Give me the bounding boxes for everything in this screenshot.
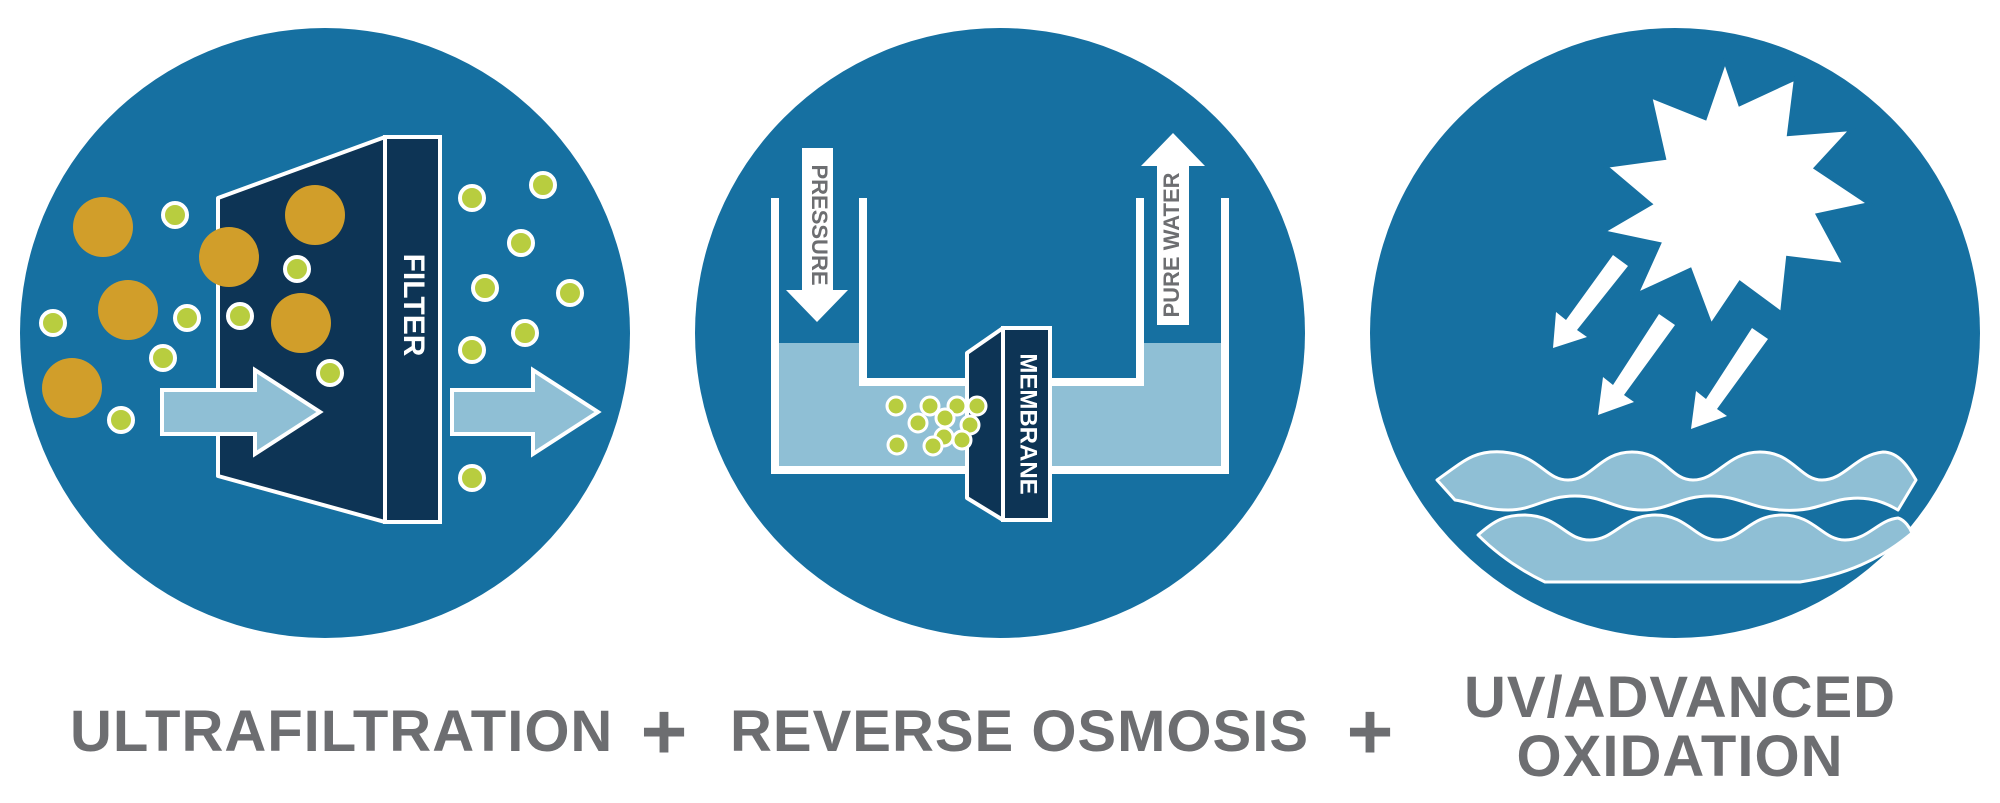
green-particle (885, 395, 907, 417)
ultrafiltration-caption: ULTRAFILTRATION (70, 699, 614, 764)
green-particle (951, 429, 973, 451)
pure-water-label: PURE WATER (1159, 172, 1184, 317)
green-particle (556, 279, 584, 307)
ultrafiltration-panel: FILTER (20, 28, 630, 638)
filter-bar (383, 135, 442, 524)
wave-bottom (1476, 513, 1914, 584)
green-particle (511, 319, 539, 347)
uv-ray-arrow (1598, 314, 1675, 415)
brown-particle (199, 227, 259, 287)
uv-oxidation-caption: UV/ADVANCED OXIDATION (1440, 668, 1920, 786)
pressure-label: PRESSURE (807, 164, 832, 285)
green-particle (39, 309, 67, 337)
green-particle (316, 359, 344, 387)
green-particle (922, 435, 944, 457)
uv-oxidation-caption-line: OXIDATION (1516, 724, 1844, 790)
reverse-osmosis-caption: REVERSE OSMOSIS (730, 699, 1310, 764)
flow-arrow-left (160, 366, 324, 458)
filter-label: FILTER (397, 254, 430, 357)
green-particle (149, 344, 177, 372)
green-particle (458, 464, 486, 492)
green-particle (226, 302, 254, 330)
plus-sign: + (1346, 687, 1394, 776)
green-particle (946, 395, 968, 417)
green-particles-right (458, 171, 584, 492)
green-particle (107, 406, 135, 434)
wave-top (1435, 450, 1918, 512)
sun-icon (1596, 53, 1876, 331)
uv-rays (1553, 255, 1768, 429)
brown-particle (73, 197, 133, 257)
brown-particle (285, 185, 345, 245)
flow-arrow-right (450, 366, 602, 458)
green-particle (966, 395, 988, 417)
green-particle (161, 201, 189, 229)
pure-water-arrow: PURE WATER (1141, 133, 1205, 325)
uv-oxidation-caption-line: UV/ADVANCED (1463, 665, 1897, 730)
plus-sign: + (640, 687, 688, 776)
green-particle (458, 336, 486, 364)
reverse-osmosis-panel: PRESSURE PURE WATER MEMBRANE (695, 28, 1305, 638)
green-particle (458, 184, 486, 212)
brown-particle (98, 280, 158, 340)
green-particle (907, 412, 929, 434)
green-particle (934, 407, 956, 429)
brown-particle (271, 293, 331, 353)
uv-ray-arrow (1553, 255, 1628, 348)
membrane-label: MEMBRANE (1015, 353, 1042, 494)
pressure-arrow: PRESSURE (786, 148, 848, 322)
green-particle (507, 229, 535, 257)
uv-oxidation-panel (1370, 28, 1980, 638)
green-particle (283, 255, 311, 283)
uv-ray-arrow (1691, 328, 1768, 429)
pure-water-arrow-shape (1141, 133, 1205, 325)
green-particles-left (39, 201, 344, 434)
green-particle (471, 274, 499, 302)
brown-particle (42, 358, 102, 418)
green-particle (529, 171, 557, 199)
pressure-arrow-shape (786, 148, 848, 322)
green-particles-membrane (885, 395, 988, 457)
membrane-bar (1001, 326, 1052, 522)
green-particle (919, 395, 941, 417)
green-particle (173, 304, 201, 332)
green-particle (886, 434, 908, 456)
